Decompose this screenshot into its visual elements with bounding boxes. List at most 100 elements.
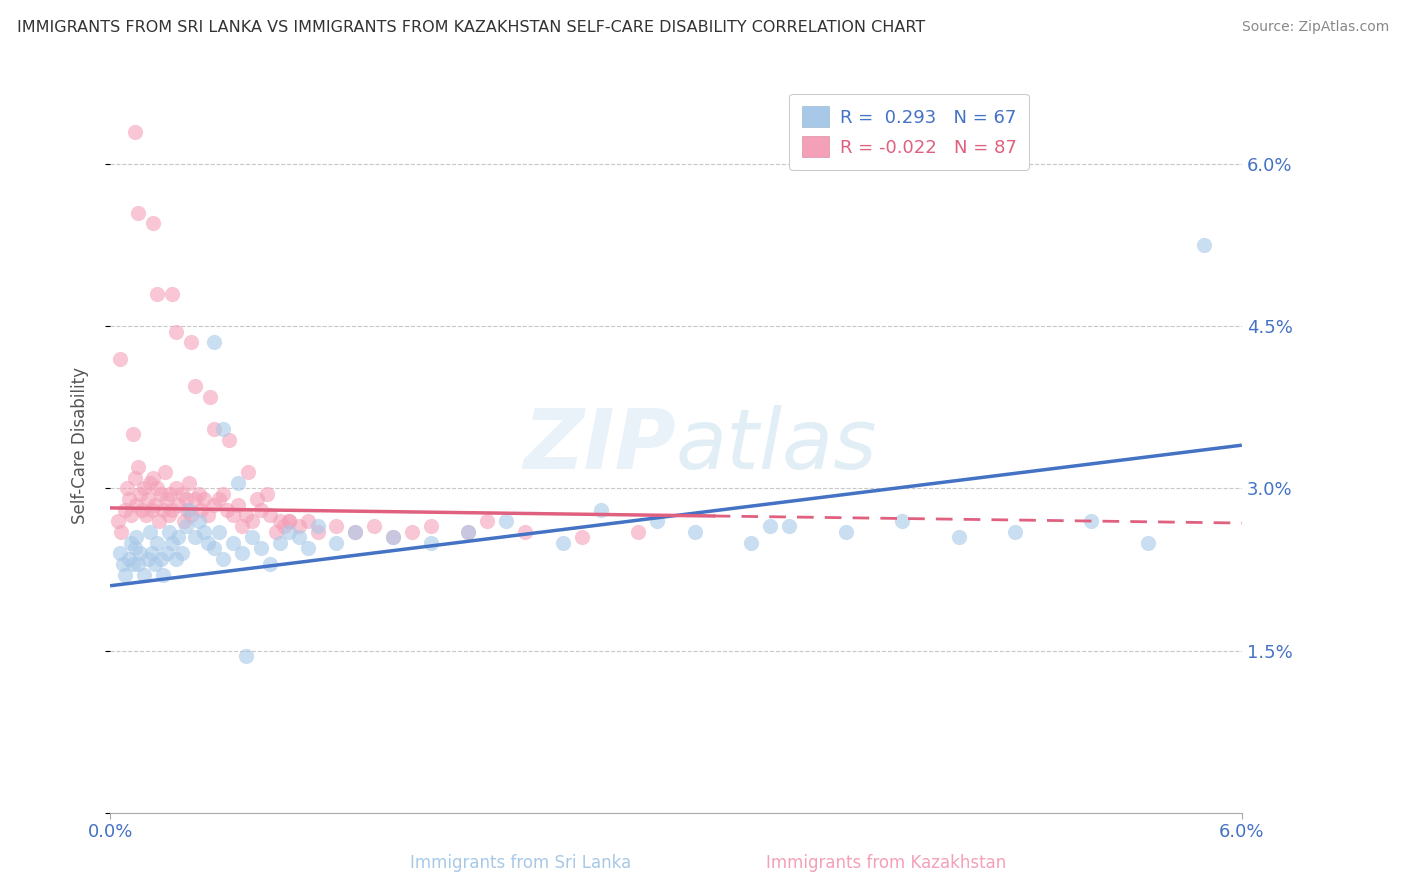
Point xyxy=(167,530,190,544)
Point xyxy=(125,530,148,544)
Point xyxy=(153,465,176,479)
Point xyxy=(215,503,238,517)
Text: Source: ZipAtlas.com: Source: ZipAtlas.com xyxy=(1241,20,1389,34)
Point xyxy=(307,524,329,539)
Point xyxy=(344,524,367,539)
Point xyxy=(273,519,295,533)
Point xyxy=(148,514,170,528)
Point xyxy=(127,459,149,474)
Point xyxy=(278,514,301,528)
Point xyxy=(835,524,858,539)
Text: Immigrants from Sri Lanka: Immigrants from Sri Lanka xyxy=(409,855,631,872)
Point xyxy=(162,503,184,517)
Point xyxy=(382,530,405,544)
Point xyxy=(136,551,159,566)
Point xyxy=(246,492,269,507)
Point xyxy=(212,422,235,436)
Point xyxy=(120,508,142,523)
Point xyxy=(419,519,441,533)
Point xyxy=(256,487,278,501)
Point xyxy=(683,524,706,539)
Point xyxy=(165,325,187,339)
Point xyxy=(146,535,169,549)
Point xyxy=(202,335,225,350)
Point xyxy=(157,524,180,539)
Point xyxy=(297,514,319,528)
Point xyxy=(150,487,173,501)
Point xyxy=(121,557,143,571)
Point xyxy=(212,551,235,566)
Point xyxy=(208,524,231,539)
Point xyxy=(174,492,197,507)
Point xyxy=(513,524,536,539)
Point xyxy=(278,514,301,528)
Point xyxy=(179,503,201,517)
Point xyxy=(202,498,225,512)
Text: ZIP: ZIP xyxy=(523,405,676,485)
Point xyxy=(141,503,163,517)
Point xyxy=(1192,238,1215,252)
Point xyxy=(180,508,202,523)
Point xyxy=(457,524,479,539)
Point xyxy=(180,335,202,350)
Point xyxy=(107,514,129,528)
Point xyxy=(131,503,153,517)
Point xyxy=(114,503,136,517)
Point xyxy=(162,286,184,301)
Point xyxy=(202,541,225,555)
Text: atlas: atlas xyxy=(676,405,877,485)
Point xyxy=(187,514,209,528)
Point xyxy=(759,519,782,533)
Point xyxy=(948,530,970,544)
Point xyxy=(118,492,141,507)
Point xyxy=(250,503,273,517)
Point xyxy=(125,498,148,512)
Point xyxy=(143,498,166,512)
Point xyxy=(250,541,273,555)
Point xyxy=(170,546,193,560)
Point xyxy=(231,546,253,560)
Point xyxy=(108,351,131,366)
Point xyxy=(112,557,135,571)
Point xyxy=(477,514,499,528)
Y-axis label: Self-Care Disability: Self-Care Disability xyxy=(72,367,89,524)
Point xyxy=(165,551,187,566)
Point xyxy=(156,546,179,560)
Point xyxy=(202,422,225,436)
Point xyxy=(627,524,650,539)
Point xyxy=(778,519,800,533)
Point xyxy=(259,557,281,571)
Point xyxy=(231,519,253,533)
Point xyxy=(571,530,593,544)
Point xyxy=(136,492,159,507)
Point xyxy=(589,503,612,517)
Point xyxy=(184,530,207,544)
Point xyxy=(218,433,240,447)
Point xyxy=(1004,524,1026,539)
Point xyxy=(307,519,329,533)
Point xyxy=(1080,514,1102,528)
Point xyxy=(150,551,173,566)
Point xyxy=(228,476,250,491)
Point xyxy=(121,427,143,442)
Point xyxy=(120,535,142,549)
Point xyxy=(157,508,180,523)
Point xyxy=(236,465,259,479)
Point xyxy=(141,546,163,560)
Text: IMMIGRANTS FROM SRI LANKA VS IMMIGRANTS FROM KAZAKHSTAN SELF-CARE DISABILITY COR: IMMIGRANTS FROM SRI LANKA VS IMMIGRANTS … xyxy=(17,20,925,35)
Point xyxy=(419,535,441,549)
Point xyxy=(138,476,160,491)
Point xyxy=(198,390,221,404)
Point xyxy=(278,524,301,539)
Point xyxy=(401,524,423,539)
Point xyxy=(152,568,174,582)
Point xyxy=(221,535,243,549)
Point xyxy=(187,487,209,501)
Point xyxy=(197,535,219,549)
Point xyxy=(146,286,169,301)
Point xyxy=(173,514,195,528)
Point xyxy=(193,492,215,507)
Point xyxy=(129,487,152,501)
Point xyxy=(110,524,132,539)
Point xyxy=(740,535,762,549)
